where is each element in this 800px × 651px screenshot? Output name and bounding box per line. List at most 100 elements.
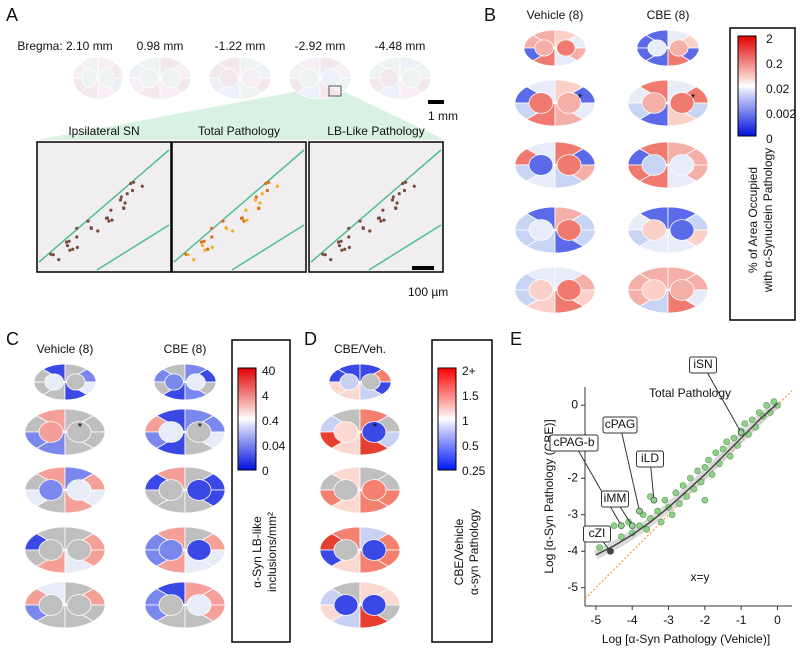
bregma-label: 0.98 mm: [137, 39, 184, 53]
brain-region: [161, 68, 181, 88]
brain-region: [333, 421, 359, 443]
brain-section: [514, 79, 596, 127]
colorbar: [237, 367, 257, 471]
brain-region: [669, 279, 695, 301]
brain-region: [528, 279, 554, 301]
brain-region: [361, 539, 387, 561]
brain-region: [158, 479, 184, 501]
annotation-box: [549, 434, 599, 452]
brain-region: [186, 594, 212, 616]
cell: [401, 181, 405, 186]
marker: *: [198, 420, 203, 434]
brain-section: [319, 466, 401, 514]
cell: [258, 201, 262, 205]
bregma-label: Bregma: 2.10 mm: [17, 39, 112, 53]
brain-region: [528, 154, 554, 176]
brain-section: [627, 141, 709, 189]
cell: [75, 245, 79, 249]
bregma-label: -4.48 mm: [375, 39, 426, 53]
brain-section: [523, 29, 587, 67]
cell: [71, 247, 75, 251]
panel-label: B: [484, 5, 496, 25]
point: [741, 420, 749, 427]
scale-label: 1 mm: [428, 109, 458, 123]
brain-region: [556, 219, 582, 241]
inset-title: LB-Like Pathology: [327, 124, 424, 138]
brain-region: [219, 68, 239, 88]
point: [676, 500, 683, 508]
cell: [394, 206, 398, 211]
point: [654, 507, 661, 515]
point: [636, 522, 643, 530]
colorbar-title: inclusions/mm²: [265, 512, 279, 592]
brain-section: [144, 408, 226, 456]
colorbar-frame: [729, 27, 796, 321]
brain-region: [556, 279, 582, 301]
cell: [119, 195, 123, 199]
cell: [361, 226, 365, 230]
point: [705, 456, 712, 464]
x-tick-label: -2: [700, 613, 711, 627]
panel-label: A: [6, 5, 18, 25]
annotation-pointer: [702, 364, 742, 433]
cell: [336, 240, 341, 244]
point: [730, 434, 738, 442]
cell: [125, 192, 129, 196]
cell: [231, 229, 235, 233]
brain-section: [514, 206, 596, 254]
cell: [395, 201, 399, 205]
brain-section: [24, 408, 106, 456]
colorbar-title: CBE/Vehicle: [452, 518, 466, 585]
annotation-box: [601, 490, 629, 508]
marker: *: [373, 420, 378, 434]
annotation-pointer: [619, 424, 640, 512]
annotated-point: [607, 547, 614, 555]
brain-section: [24, 466, 106, 514]
cell: [343, 247, 347, 251]
cell: [224, 226, 228, 230]
cell: [323, 253, 327, 257]
annotation-pointer: [573, 442, 622, 526]
cell: [129, 181, 133, 186]
brain-region: [158, 421, 184, 443]
annotation-box: [583, 525, 611, 543]
x-tick-label: -4: [627, 613, 638, 627]
inset-image: [308, 141, 444, 273]
cell: [379, 219, 383, 223]
cell: [122, 206, 126, 211]
annotation-label: iSN: [693, 357, 712, 371]
cell: [221, 219, 225, 223]
point: [763, 401, 770, 409]
cell: [64, 240, 69, 244]
cell: [186, 253, 190, 257]
brain-region: [556, 92, 582, 114]
marker: *: [78, 420, 83, 434]
colorbar-frame: [431, 339, 493, 643]
brain-region: [361, 479, 387, 501]
cell: [242, 219, 246, 223]
cell: [132, 180, 136, 184]
colorbar-tick: 1.5: [462, 389, 479, 403]
point: [661, 496, 669, 504]
cell: [75, 226, 79, 230]
brain-section: [636, 29, 700, 67]
cell: [107, 219, 111, 223]
colorbar-frame: [231, 339, 291, 643]
cell: [347, 245, 351, 249]
y-axis-label: Log [α-Syn Pathology (CBE)]: [542, 419, 556, 573]
point: [679, 482, 687, 489]
cell: [199, 240, 204, 244]
brain-section: [627, 79, 709, 127]
brain-section: [514, 141, 596, 189]
scale-bar: [412, 266, 434, 270]
column-title: CBE (8): [164, 342, 207, 356]
cell: [86, 219, 90, 223]
marker: *: [691, 91, 696, 105]
brain-region: [534, 39, 554, 57]
cell: [382, 218, 386, 222]
chart-title: Total Pathology: [649, 386, 731, 400]
inset-image: [36, 141, 172, 273]
cell: [253, 198, 258, 202]
brain-region: [333, 539, 359, 561]
point: [708, 471, 716, 478]
